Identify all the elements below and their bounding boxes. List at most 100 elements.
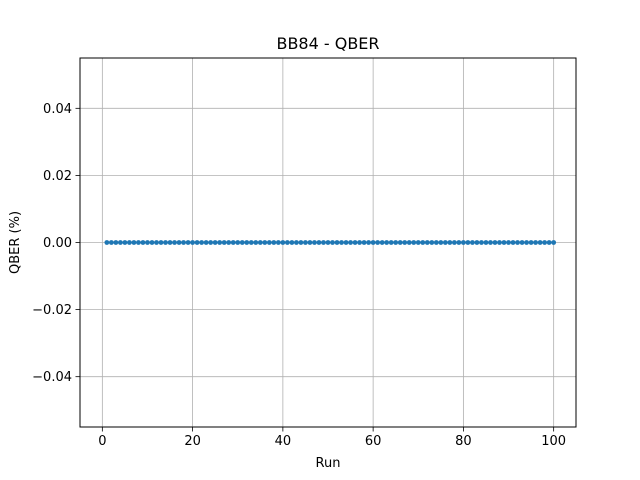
data-point (524, 240, 529, 245)
data-point (275, 240, 281, 245)
data-point (230, 240, 236, 245)
data-point (433, 240, 439, 245)
data-point (176, 240, 182, 245)
data-point (217, 240, 223, 245)
data-point (244, 240, 250, 245)
data-point (181, 240, 186, 245)
data-point (262, 240, 268, 245)
data-point (321, 240, 326, 245)
data-point (375, 240, 381, 245)
data-point (127, 240, 132, 245)
x-tick-label: 20 (184, 434, 201, 449)
data-point (339, 240, 344, 245)
data-point (460, 240, 466, 245)
x-axis-title: Run (316, 456, 341, 471)
data-point (397, 240, 403, 245)
data-point (108, 240, 114, 245)
data-point (307, 240, 313, 245)
y-axis-title: QBER (%) (8, 211, 23, 274)
data-point (542, 240, 548, 245)
data-point (474, 240, 480, 245)
data-point (506, 240, 511, 245)
data-point (194, 240, 200, 245)
x-tick-label: 40 (275, 434, 292, 449)
data-point (226, 240, 232, 245)
data-point (438, 240, 444, 245)
data-point (303, 240, 308, 245)
data-point (406, 240, 412, 245)
data-point (352, 240, 358, 245)
data-point (154, 240, 159, 245)
data-point (465, 240, 471, 245)
data-point (289, 240, 295, 245)
data-point (420, 240, 426, 245)
data-point (447, 240, 453, 245)
data-point (185, 240, 191, 245)
data-point (451, 240, 457, 245)
data-point (492, 240, 498, 245)
data-point (257, 240, 263, 245)
data-point (456, 240, 462, 245)
data-point (429, 240, 435, 245)
x-tick-label: 80 (455, 434, 472, 449)
data-point (379, 240, 385, 245)
data-point (266, 240, 272, 245)
data-point (294, 240, 299, 245)
data-point (515, 240, 520, 245)
data-point (334, 240, 340, 245)
data-point (366, 240, 372, 245)
data-point (212, 240, 218, 245)
data-point (235, 240, 241, 245)
data-point (479, 240, 484, 245)
data-point (402, 240, 408, 245)
data-point (131, 240, 137, 245)
data-point (149, 240, 155, 245)
data-point (501, 240, 507, 245)
x-tick-label: 60 (365, 434, 382, 449)
data-point (537, 240, 543, 245)
data-point (325, 240, 331, 245)
data-point (361, 240, 367, 245)
data-point (393, 240, 399, 245)
data-point (203, 240, 209, 245)
y-tick-label: −0.02 (32, 303, 72, 318)
data-point (348, 240, 353, 245)
data-point (384, 240, 390, 245)
data-point (415, 240, 421, 245)
y-tick-label: 0.00 (43, 236, 72, 251)
data-point (519, 240, 525, 245)
data-point (117, 240, 123, 245)
data-point (424, 240, 430, 245)
data-point (470, 240, 475, 245)
data-point (167, 240, 173, 245)
data-point (253, 240, 259, 245)
y-tick-label: −0.04 (32, 370, 72, 385)
series-qber (104, 240, 557, 245)
data-point (199, 240, 205, 245)
y-tick-label: 0.02 (43, 169, 72, 184)
data-point (136, 240, 141, 245)
data-point (497, 240, 502, 245)
data-point (172, 240, 177, 245)
data-point (312, 240, 317, 245)
data-point (483, 240, 489, 245)
data-point (158, 240, 164, 245)
data-point (370, 240, 376, 245)
data-point (546, 240, 552, 245)
data-point (104, 240, 110, 245)
data-point (163, 240, 168, 245)
data-point (442, 240, 448, 245)
data-point (528, 240, 534, 245)
data-point (510, 240, 516, 245)
data-point (411, 240, 417, 245)
data-point (190, 240, 196, 245)
data-point (388, 240, 394, 245)
data-point (113, 240, 119, 245)
data-point (298, 240, 304, 245)
data-point (239, 240, 245, 245)
data-point (533, 240, 539, 245)
x-tick-label: 0 (98, 434, 106, 449)
data-point (221, 240, 227, 245)
